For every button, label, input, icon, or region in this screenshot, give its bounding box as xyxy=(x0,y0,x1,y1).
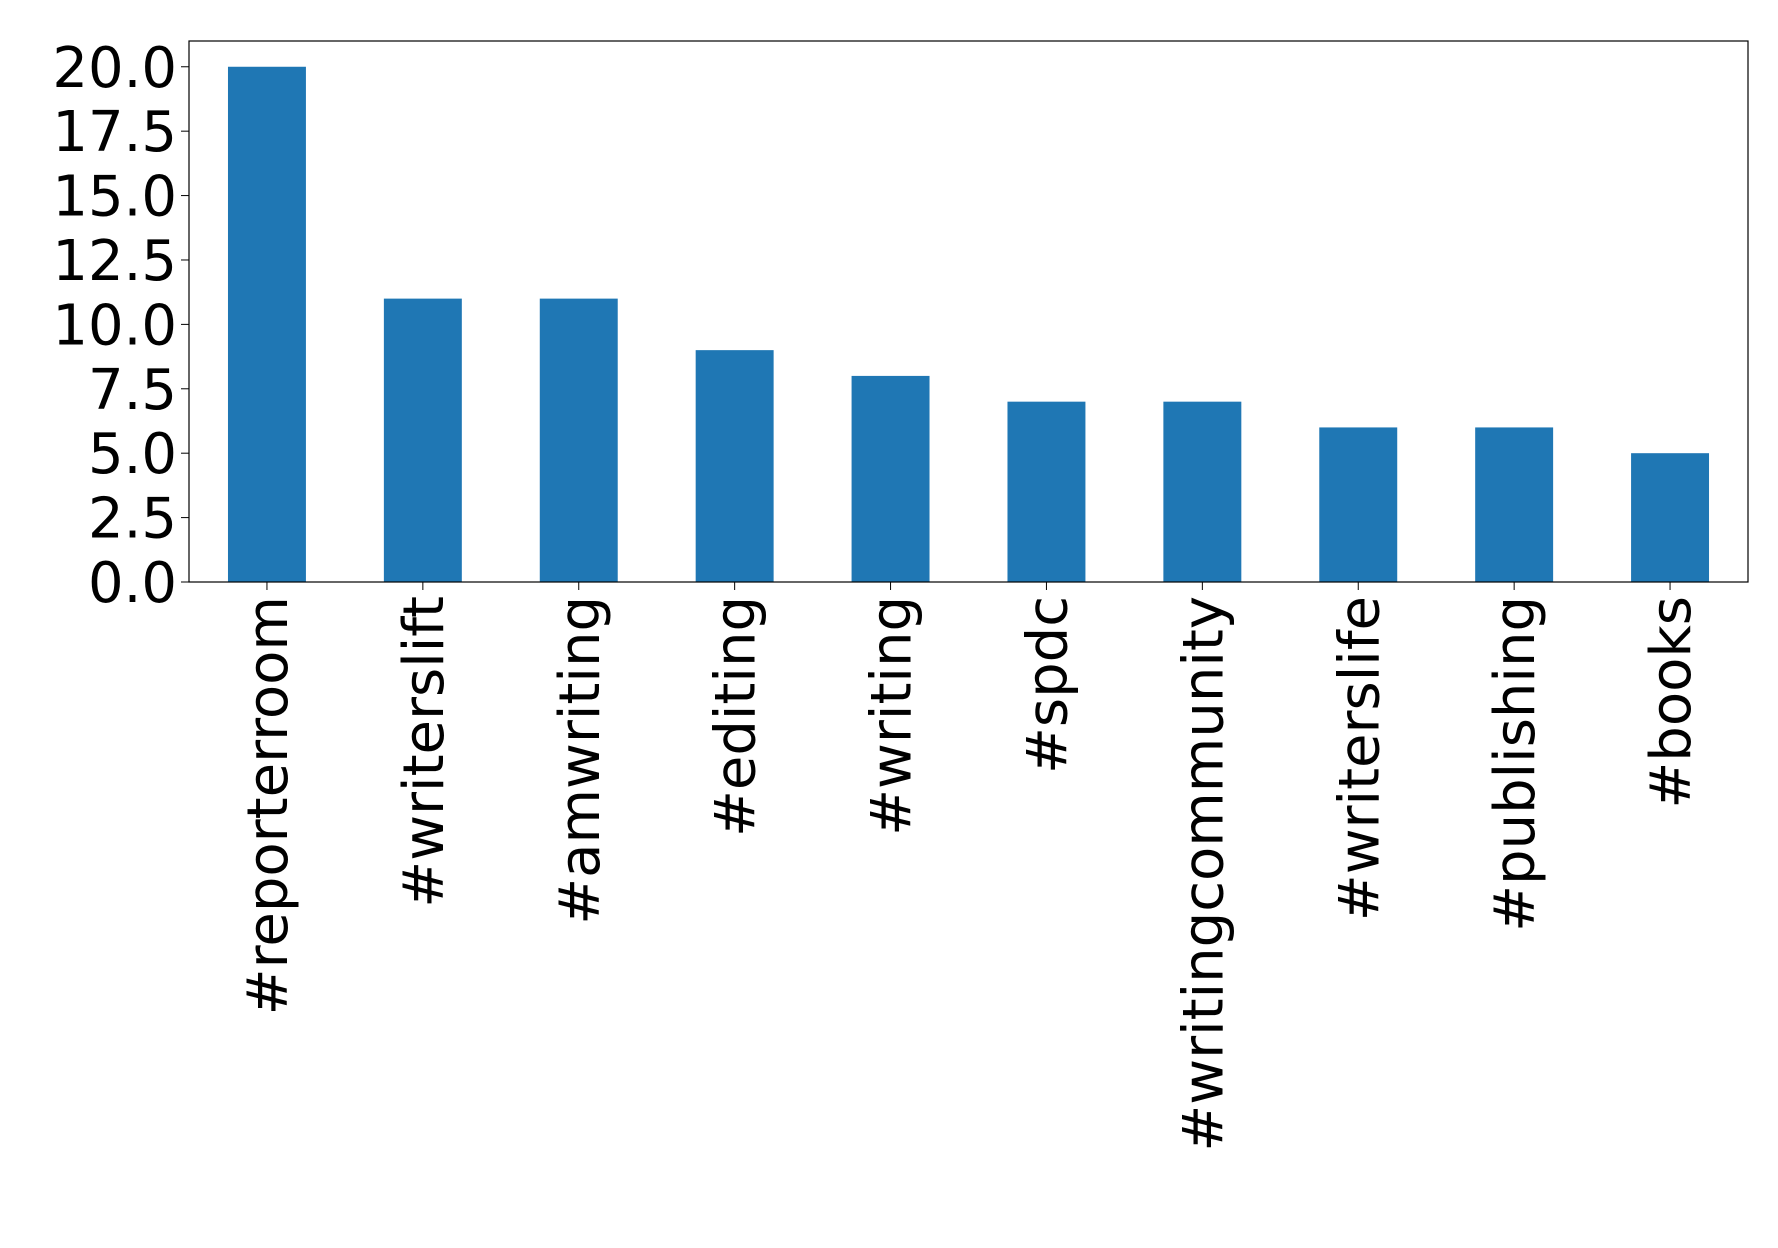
x-tick-label: #publishing xyxy=(1483,596,1548,932)
bar xyxy=(383,298,462,582)
x-tick-label: #amwriting xyxy=(548,596,613,925)
bar xyxy=(851,375,930,582)
x-tick-label: #reporterroom xyxy=(236,596,301,1015)
bar xyxy=(227,66,306,582)
bar xyxy=(1631,453,1710,582)
bar xyxy=(695,350,774,582)
x-tick-label: #writerslift xyxy=(392,596,457,908)
x-tick-label: #spdc xyxy=(1015,596,1080,774)
y-tick-label: 12.5 xyxy=(52,229,177,294)
x-tick-label: #writing xyxy=(860,596,925,836)
y-tick-label: 2.5 xyxy=(88,487,177,552)
y-tick-label: 0.0 xyxy=(88,551,177,616)
bar xyxy=(1007,401,1086,582)
y-tick-label: 17.5 xyxy=(52,100,177,165)
bar xyxy=(1163,401,1242,582)
bar xyxy=(1475,427,1554,582)
y-tick-label: 7.5 xyxy=(88,358,177,423)
x-tick-label: #writerslife xyxy=(1327,596,1392,921)
y-tick-label: 10.0 xyxy=(52,293,177,358)
y-tick-label: 5.0 xyxy=(88,422,177,487)
x-tick-label: #writingcommunity xyxy=(1171,596,1236,1152)
bar xyxy=(1319,427,1398,582)
bar xyxy=(539,298,618,582)
x-tick-label: #books xyxy=(1639,596,1704,809)
plot-frame xyxy=(188,40,1749,583)
y-tick-label: 15.0 xyxy=(52,165,177,230)
y-tick-label: 20.0 xyxy=(52,36,177,101)
x-tick-label: #editing xyxy=(704,596,769,837)
